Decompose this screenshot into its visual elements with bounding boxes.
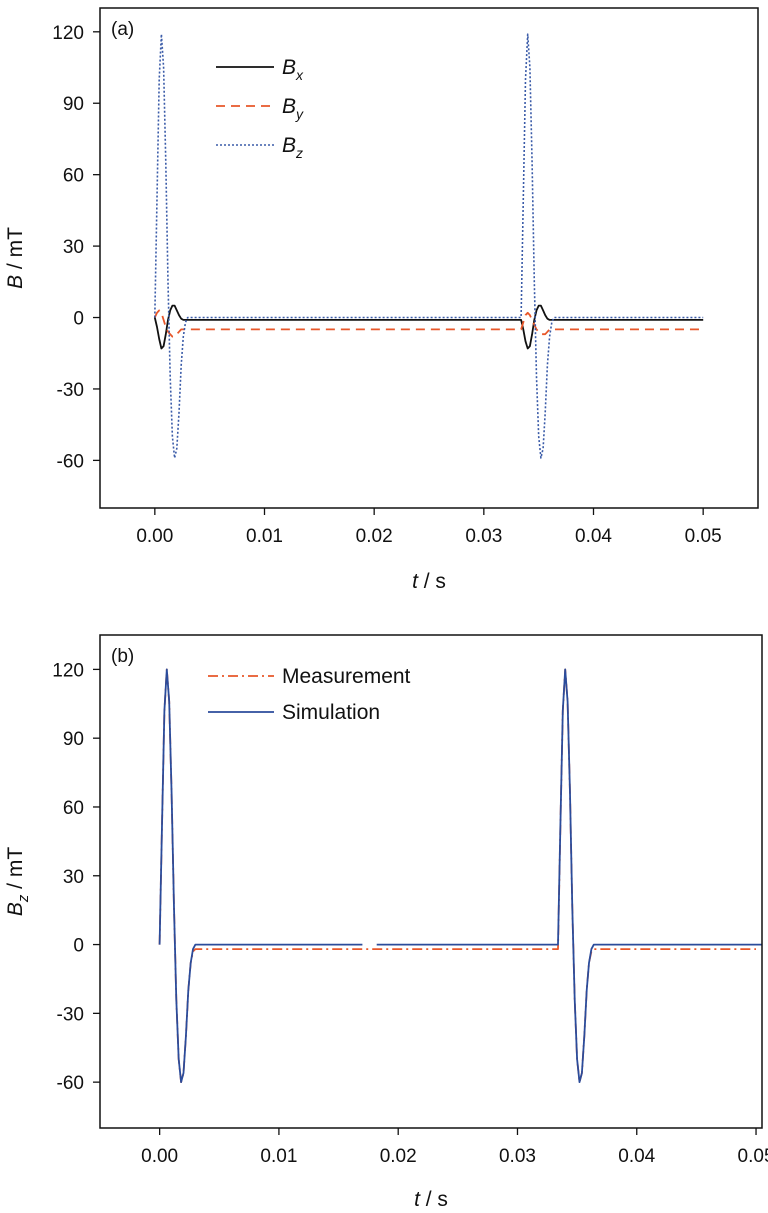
x-tick-label: 0.02 [380,1146,417,1167]
x-axis-title: t / s [412,570,446,593]
x-tick-label: 0.03 [499,1146,536,1167]
x-tick-label: 0.05 [738,1146,768,1167]
x-tick-label: 0.01 [260,1146,297,1167]
y-tick-label: 90 [63,94,84,115]
legend-label-main: B [282,56,296,79]
y-tick-label: 120 [52,660,84,681]
x-tick-label: 0.02 [356,526,393,547]
y-tick-label: 60 [63,166,84,187]
legend-label: Simulation [282,701,380,724]
legend-label: Bx [282,56,304,83]
x-axis-title-unit: / s [420,1188,448,1211]
panel-label: (a) [111,19,134,40]
y-tick-label: 120 [52,23,84,44]
series-line-simulation [158,668,762,1083]
panel-label: (b) [111,646,134,667]
y-tick-label: 30 [63,237,84,258]
x-tick-label: 0.01 [246,526,283,547]
series-line-by [153,309,704,338]
legend: Measurement Simulation [208,665,411,724]
chart-panel-b: 0.00 0.01 0.02 0.03 0.04 0.05 120 90 60 30 0 -30 -60… [4,634,768,1211]
y-axis-title-unit: / mT [4,227,27,275]
y-axis-title-var: B [4,902,27,916]
x-tick-label: 0.03 [465,526,502,547]
legend-label-sub: y [295,106,304,122]
legend-label: Bz [282,134,303,161]
y-tick-label: 30 [63,867,84,888]
x-tick-label: 0.00 [141,1146,178,1167]
plot-frame [99,634,763,1129]
x-tick-label: 0.00 [136,526,173,547]
y-axis-title: Bz / mT [4,847,32,917]
legend-label-main: B [282,95,296,118]
series-line-bz [154,33,704,459]
legend-label: Measurement [282,665,411,688]
y-axis-title-sub: z [15,894,32,903]
y-axis-title-unit: / mT [4,847,27,895]
plot-frame [99,7,759,509]
x-axis-title: t / s [414,1188,448,1211]
legend-label-main: B [282,134,296,157]
legend-label-main: Measurement [282,665,411,688]
y-tick-label: 90 [63,729,84,750]
legend-label-sub: x [295,67,304,83]
y-tick-label: 0 [73,309,84,330]
x-tick-label: 0.05 [685,526,722,547]
legend-label: By [282,95,304,122]
x-axis-title-unit: / s [418,570,446,593]
y-tick-label: -60 [57,451,84,472]
plot-area [153,33,704,459]
y-axis-title: B / mT [4,227,27,289]
x-axis-title-var: t [412,570,419,593]
y-tick-label: -30 [57,1004,84,1025]
plot-area [158,668,762,1083]
x-tick-label: 0.04 [575,526,612,547]
legend-label-main: Simulation [282,701,380,724]
legend-label-sub: z [295,145,303,161]
y-tick-label: -60 [57,1073,84,1094]
y-tick-label: 60 [63,798,84,819]
x-axis-title-var: t [414,1188,421,1211]
y-axis-title-var: B [4,275,27,289]
series-line-bx [153,304,704,350]
chart-panel-a: 0.00 0.01 0.02 0.03 0.04 0.05 120 90 60 30 0 -30 -60… [4,7,759,593]
y-tick-label: -30 [57,380,84,401]
series-line-measurement [158,668,756,1083]
y-tick-label: 0 [73,936,84,957]
x-tick-label: 0.04 [618,1146,655,1167]
